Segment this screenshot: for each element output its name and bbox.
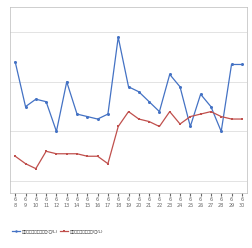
レギュラー・県板価格(円/L) [209, 105, 212, 108]
レギュラー実売価格(円/L) [65, 152, 68, 155]
レギュラー実売価格(円/L) [24, 162, 27, 165]
レギュラー実売価格(円/L) [76, 152, 79, 155]
レギュラー実売価格(円/L) [148, 120, 151, 123]
レギュラー実売価格(円/L) [14, 155, 17, 158]
レギュラー・県板価格(円/L) [86, 115, 89, 118]
レギュラー・県板価格(円/L) [55, 130, 58, 133]
レギュラー・県板価格(円/L) [220, 130, 223, 133]
レギュラー・県板価格(円/L) [127, 85, 130, 88]
レギュラー・県板価格(円/L) [14, 61, 17, 63]
レギュラー実売価格(円/L) [117, 125, 120, 128]
Line: レギュラー・県板価格(円/L): レギュラー・県板価格(円/L) [14, 36, 243, 133]
レギュラー・県板価格(円/L) [24, 105, 27, 108]
レギュラー実売価格(円/L) [96, 155, 99, 158]
レギュラー実売価格(円/L) [55, 152, 58, 155]
レギュラー実売価格(円/L) [106, 162, 109, 165]
レギュラー・県板価格(円/L) [96, 118, 99, 121]
レギュラー実売価格(円/L) [127, 110, 130, 113]
レギュラー・県板価格(円/L) [76, 113, 79, 116]
レギュラー実売価格(円/L) [45, 150, 48, 153]
レギュラー・県板価格(円/L) [45, 100, 48, 103]
レギュラー・県板価格(円/L) [137, 90, 140, 93]
レギュラー実売価格(円/L) [168, 110, 171, 113]
レギュラー実売価格(円/L) [189, 115, 192, 118]
レギュラー・県板価格(円/L) [65, 80, 68, 83]
レギュラー実売価格(円/L) [230, 118, 233, 121]
レギュラー実売価格(円/L) [137, 118, 140, 121]
レギュラー・県板価格(円/L) [158, 110, 161, 113]
レギュラー実売価格(円/L) [86, 155, 89, 158]
レギュラー実売価格(円/L) [34, 167, 37, 170]
Line: レギュラー実売価格(円/L): レギュラー実売価格(円/L) [14, 110, 243, 170]
レギュラー・県板価格(円/L) [34, 98, 37, 101]
レギュラー・県板価格(円/L) [168, 73, 171, 76]
Legend: レギュラー・県板価格(円/L), レギュラー実売価格(円/L): レギュラー・県板価格(円/L), レギュラー実売価格(円/L) [12, 229, 103, 233]
レギュラー実売価格(円/L) [199, 113, 202, 116]
レギュラー・県板価格(円/L) [106, 113, 109, 116]
レギュラー・県板価格(円/L) [117, 36, 120, 39]
レギュラー実売価格(円/L) [178, 123, 181, 125]
レギュラー実売価格(円/L) [240, 118, 243, 121]
レギュラー・県板価格(円/L) [240, 63, 243, 66]
レギュラー・県板価格(円/L) [199, 93, 202, 96]
レギュラー・県板価格(円/L) [148, 100, 151, 103]
レギュラー実売価格(円/L) [158, 125, 161, 128]
レギュラー・県板価格(円/L) [230, 63, 233, 66]
レギュラー実売価格(円/L) [220, 115, 223, 118]
レギュラー・県板価格(円/L) [178, 85, 181, 88]
レギュラー実売価格(円/L) [209, 110, 212, 113]
レギュラー・県板価格(円/L) [189, 125, 192, 128]
